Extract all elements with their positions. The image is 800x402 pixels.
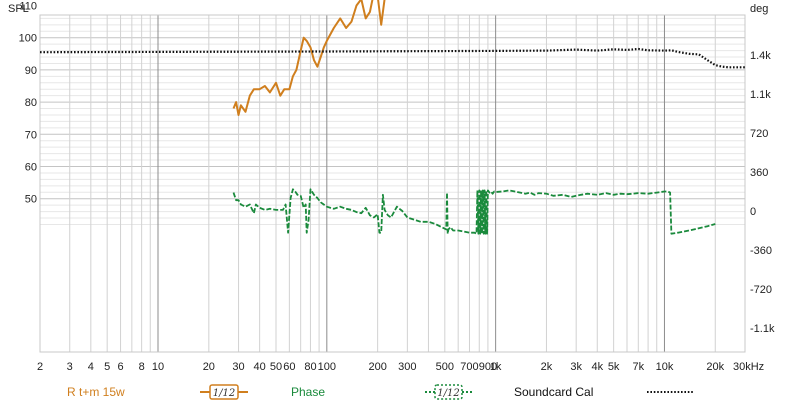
legend-label-soundcard-cal[interactable]: Soundcard Cal <box>514 385 593 399</box>
legend-smoothing-label: 1/12 <box>213 388 235 399</box>
x-tick-label: 6 <box>117 361 123 373</box>
y-left-tick-label: 90 <box>25 65 37 77</box>
x-tick-label: 900 <box>479 361 497 373</box>
y-right-tick-label: 1.1k <box>750 89 771 101</box>
y-right-tick-label: 1.4k <box>750 50 771 62</box>
x-tick-label: 30kHz <box>733 361 764 373</box>
chart-grid <box>39 15 746 352</box>
y-right-tick-label: 360 <box>750 167 768 179</box>
plot-frame <box>39 14 746 353</box>
series-layer <box>39 0 745 235</box>
spl-line <box>232 0 386 116</box>
y-left-tick-label: 80 <box>25 97 37 109</box>
y-right-tick-label: -1.1k <box>750 323 775 335</box>
x-tick-label: 3k <box>570 361 582 373</box>
x-tick-label: 20 <box>203 361 215 373</box>
x-tick-label: 100 <box>318 361 336 373</box>
legend-smoothing-badge <box>209 384 239 400</box>
soundcard-cal-line <box>39 47 745 69</box>
phase-line <box>232 188 716 235</box>
x-tick-label: 10k <box>656 361 674 373</box>
y-left-tick-label: 110 <box>19 1 37 13</box>
legend-smoothing-label: 1/12 <box>437 388 459 399</box>
legend-label-phase[interactable]: Phase <box>291 385 325 399</box>
x-tick-label: 7k <box>632 361 644 373</box>
axis-layer: SPL deg 5060708090100110120130140-1.1k-7… <box>8 1 775 374</box>
x-tick-label: 40 <box>254 361 266 373</box>
y-right-tick-label: 0 <box>750 206 756 218</box>
x-tick-label: 50 <box>270 361 282 373</box>
y-right-tick-label: 720 <box>750 128 768 140</box>
x-tick-label: 4k <box>591 361 603 373</box>
x-tick-label: 10 <box>152 361 164 373</box>
y-left-tick-label: 70 <box>25 129 37 141</box>
y-axis-right-title: deg <box>750 3 768 15</box>
x-tick-label: 30 <box>232 361 244 373</box>
y-right-tick-label: -720 <box>750 284 772 296</box>
x-tick-label: 500 <box>436 361 454 373</box>
x-tick-label: 1k <box>490 361 502 373</box>
y-right-tick-label: -360 <box>750 245 772 257</box>
legend-label-spl[interactable]: R t+m 15w <box>67 385 125 399</box>
x-tick-label: 80 <box>304 361 316 373</box>
x-tick-label: 2 <box>37 361 43 373</box>
y-axis-left-title: SPL <box>8 3 29 15</box>
y-left-tick-label: 50 <box>25 194 37 206</box>
x-tick-label: 4 <box>88 361 94 373</box>
y-left-tick-label: 100 <box>19 33 37 45</box>
x-tick-label: 5 <box>104 361 110 373</box>
x-tick-label: 700 <box>460 361 478 373</box>
legend[interactable]: R t+m 15w 1/12 Phase 1/12 Soundcard Cal <box>67 384 693 400</box>
x-tick-label: 8 <box>139 361 145 373</box>
legend-smoothing-badge <box>434 384 463 400</box>
y-left-tick-label: 60 <box>25 162 37 174</box>
x-tick-label: 200 <box>368 361 386 373</box>
x-tick-label: 3 <box>67 361 73 373</box>
x-tick-label: 60 <box>283 361 295 373</box>
x-tick-label: 300 <box>398 361 416 373</box>
x-tick-label: 20k <box>706 361 724 373</box>
x-tick-label: 5k <box>608 361 620 373</box>
x-tick-label: 2k <box>541 361 553 373</box>
